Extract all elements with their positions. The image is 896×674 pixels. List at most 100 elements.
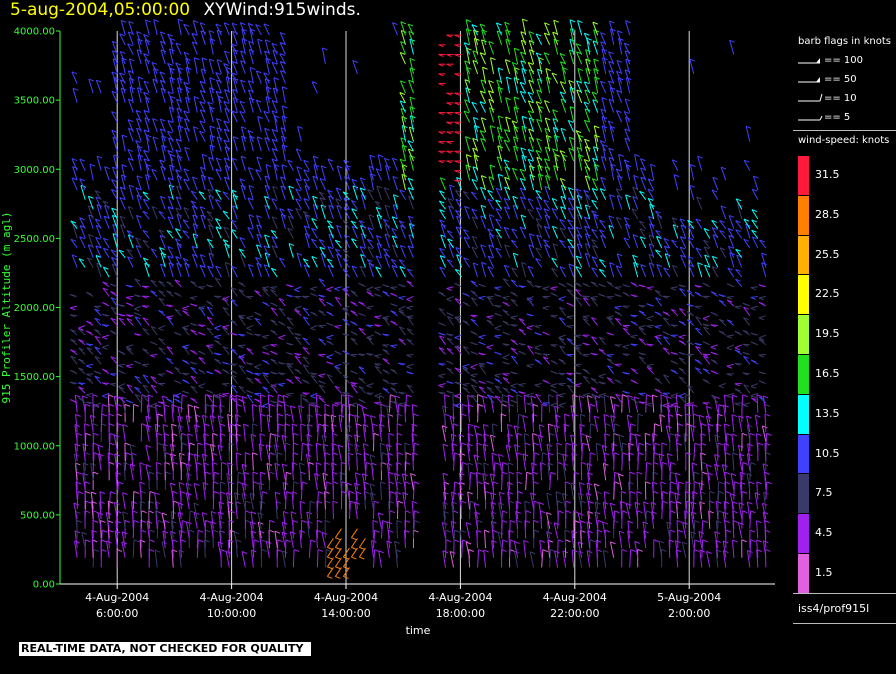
wind-barb — [129, 444, 134, 462]
wind-barb-flag — [519, 168, 526, 172]
wind-barb-flag — [69, 314, 76, 318]
wind-barb-flag — [94, 405, 100, 409]
wind-barb-flag — [463, 257, 469, 261]
wind-barb — [217, 541, 222, 558]
wind-barb — [88, 78, 94, 94]
wind-barb — [401, 174, 406, 191]
wind-barb — [338, 414, 342, 432]
wind-barb — [167, 150, 174, 162]
wind-barb-flag — [282, 550, 288, 554]
wind-barb — [449, 551, 455, 568]
wind-barb — [103, 216, 110, 229]
wind-barb-flag — [220, 548, 226, 552]
wind-barb — [177, 19, 182, 36]
wind-barb — [185, 97, 190, 113]
wind-barb-flag — [454, 529, 460, 533]
wind-barb — [206, 211, 214, 220]
wind-barb — [487, 90, 495, 104]
wind-barb — [230, 374, 238, 384]
wind-barb — [255, 70, 262, 84]
wind-barb — [304, 185, 310, 200]
wind-barb — [95, 196, 102, 210]
wind-barb — [383, 248, 390, 259]
wind-barb — [118, 386, 126, 394]
wind-barb-flag — [502, 309, 509, 313]
wind-barb-flag — [171, 404, 177, 408]
wind-barb — [570, 483, 575, 500]
wind-barb — [359, 187, 366, 200]
wind-barb — [509, 520, 511, 539]
wind-barb-flag — [342, 404, 348, 407]
wind-barb — [158, 290, 166, 297]
wind-barb-flag — [335, 296, 341, 300]
wind-barb — [310, 375, 318, 384]
wind-barb-flag — [471, 394, 477, 398]
wind-barb — [289, 531, 294, 549]
wind-barb-flag — [293, 432, 299, 436]
wind-barb — [217, 96, 222, 113]
wind-barb-flag — [533, 442, 539, 446]
wind-barb — [70, 305, 78, 309]
wind-barb — [334, 324, 342, 327]
wind-barb — [375, 266, 382, 278]
wind-barb — [239, 100, 246, 113]
wind-barb-flag — [438, 150, 444, 154]
wind-barb-flag — [356, 452, 362, 456]
wind-barb-flag — [118, 481, 124, 485]
wind-barb-flag — [464, 42, 470, 46]
wind-barb — [72, 88, 78, 104]
wind-barb-flag — [510, 388, 516, 392]
wind-barb-flag — [175, 238, 181, 242]
wind-barb — [281, 531, 286, 549]
wind-barb — [300, 443, 303, 461]
wind-barb-flag — [146, 134, 152, 138]
wind-barb-flag — [143, 109, 150, 113]
wind-barb — [92, 404, 95, 423]
wind-barb — [342, 374, 350, 384]
wind-barb-flag — [382, 369, 388, 373]
wind-barb — [84, 423, 86, 442]
wind-barb-flag — [191, 32, 198, 36]
wind-barb-flag — [366, 461, 372, 465]
wind-barb-flag — [379, 414, 385, 417]
wind-barb — [328, 195, 334, 210]
wind-barb-flag — [134, 294, 140, 298]
wind-barb — [475, 472, 479, 491]
wind-barb-flag — [409, 126, 415, 130]
wind-barb-flag — [250, 511, 257, 515]
wind-barb — [171, 424, 174, 442]
wind-barb — [388, 394, 391, 413]
wind-barb — [188, 510, 191, 529]
wind-barb — [112, 50, 118, 65]
wind-barb — [300, 423, 302, 442]
wind-barb — [294, 355, 302, 365]
wind-barb — [166, 346, 174, 355]
wind-barb — [238, 385, 246, 394]
wind-barb — [151, 62, 158, 75]
wind-barb — [331, 443, 334, 461]
wind-barb-flag — [564, 529, 571, 533]
wind-barb — [110, 189, 118, 200]
wind-barb-flag — [215, 265, 221, 269]
wind-barb-flag — [247, 226, 253, 230]
wind-barb-flag — [159, 247, 165, 251]
wind-barb — [230, 219, 238, 229]
wind-barb-flag — [142, 394, 149, 398]
wind-barb-flag — [111, 90, 118, 94]
wind-barb — [143, 80, 150, 94]
wind-barb-flag — [504, 21, 510, 25]
wind-barb-flag — [527, 91, 534, 95]
wind-barb-flag — [358, 301, 364, 305]
wind-barb — [404, 443, 406, 461]
wind-barb-flag — [369, 154, 376, 158]
wind-barb — [249, 67, 254, 84]
wind-barb-flag — [79, 158, 86, 162]
wind-barb — [289, 405, 294, 423]
wind-barb — [262, 286, 270, 289]
wind-barb — [406, 295, 414, 300]
wind-barb — [408, 223, 414, 239]
wind-barb — [219, 530, 222, 549]
wind-barb-flag — [502, 462, 508, 465]
wind-barb-flag — [206, 394, 213, 398]
wind-barb — [375, 168, 382, 181]
